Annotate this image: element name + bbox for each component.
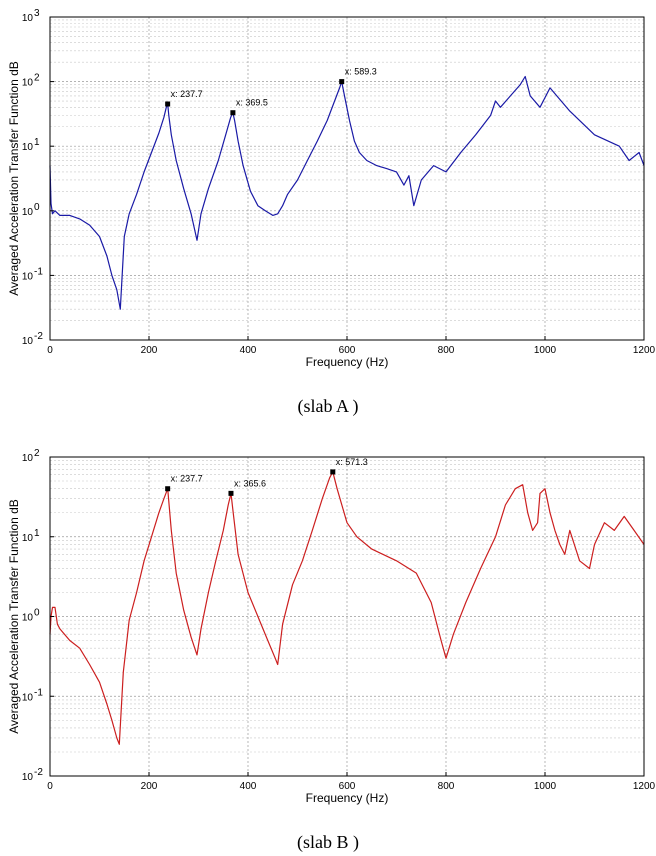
datatip-label: x: 237.7 <box>171 89 203 99</box>
datatip-label: x: 571.3 <box>336 457 368 467</box>
y-tick-exponent: 2 <box>34 448 40 459</box>
x-tick-label: 1200 <box>633 781 656 792</box>
y-tick-label: 10 <box>22 692 34 703</box>
y-tick-label: 10 <box>22 336 34 347</box>
datatip-label: x: 237.7 <box>171 474 203 484</box>
x-tick-label: 600 <box>339 781 356 792</box>
datatip-marker <box>165 101 171 107</box>
y-axis-label: Averaged Acceleration Transfer Function … <box>7 499 21 734</box>
datatip-label: x: 589.3 <box>345 67 377 77</box>
y-tick-label: 10 <box>22 453 34 464</box>
y-tick-label: 10 <box>22 207 34 218</box>
x-tick-label: 400 <box>240 345 257 356</box>
datatip-marker <box>230 110 236 116</box>
y-tick-label: 10 <box>22 271 34 282</box>
datatip-label: x: 369.5 <box>236 98 268 108</box>
datatip-marker <box>228 490 234 496</box>
y-tick-exponent: 0 <box>34 608 40 619</box>
x-tick-label: 1000 <box>534 345 557 356</box>
y-tick-exponent: 1 <box>34 137 40 148</box>
x-tick-label: 0 <box>47 345 53 356</box>
x-tick-label: 200 <box>141 781 158 792</box>
y-tick-exponent: 2 <box>34 73 40 84</box>
x-axis-label: Frequency (Hz) <box>306 791 389 805</box>
x-tick-label: 200 <box>141 345 158 356</box>
y-tick-label: 10 <box>22 13 34 24</box>
y-axis-label: Averaged Acceleration Transfer Function … <box>7 61 21 296</box>
y-tick-label: 10 <box>22 533 34 544</box>
y-tick-exponent: -2 <box>34 767 43 778</box>
x-tick-label: 400 <box>240 781 257 792</box>
x-tick-label: 800 <box>438 781 455 792</box>
y-tick-label: 10 <box>22 613 34 624</box>
y-tick-exponent: 3 <box>34 8 40 19</box>
y-tick-exponent: -2 <box>34 331 43 342</box>
datatip-marker <box>339 79 345 85</box>
x-tick-label: 1000 <box>534 781 557 792</box>
caption-slab-b: (slab B ) <box>297 832 359 852</box>
series-line <box>49 75 645 310</box>
x-tick-label: 600 <box>339 345 356 356</box>
y-tick-exponent: 0 <box>34 202 40 213</box>
datatip-label: x: 365.6 <box>234 478 266 488</box>
datatip-marker <box>330 469 336 475</box>
series-line <box>49 471 645 745</box>
y-tick-exponent: 1 <box>34 528 40 539</box>
y-tick-exponent: -1 <box>34 687 43 698</box>
x-axis-label: Frequency (Hz) <box>306 355 389 369</box>
y-tick-exponent: -1 <box>34 266 43 277</box>
y-tick-label: 10 <box>22 142 34 153</box>
y-tick-label: 10 <box>22 772 34 783</box>
x-tick-label: 1200 <box>633 345 656 356</box>
caption-slab-a: (slab A ) <box>297 396 359 416</box>
datatip-marker <box>165 486 171 492</box>
x-tick-label: 800 <box>438 345 455 356</box>
x-tick-label: 0 <box>47 781 53 792</box>
y-tick-label: 10 <box>22 78 34 89</box>
